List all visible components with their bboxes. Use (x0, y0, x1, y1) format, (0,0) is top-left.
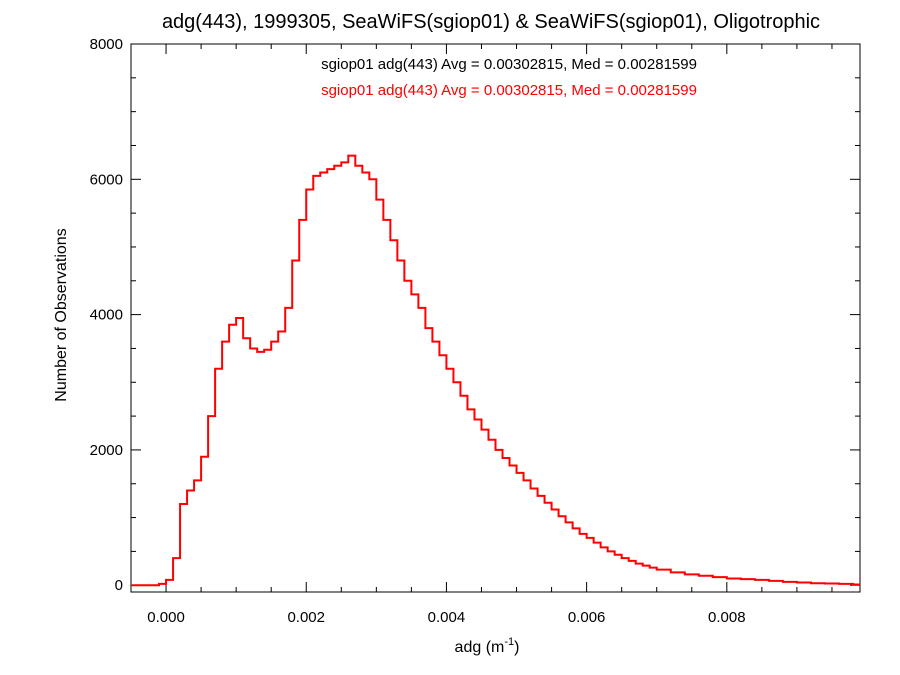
x-tick-label: 0.006 (568, 609, 606, 626)
x-tick-label: 0.000 (147, 609, 185, 626)
chart-title: adg(443), 1999305, SeaWiFS(sgiop01) & Se… (162, 11, 820, 33)
x-axis-label: adg (m-1) (455, 636, 520, 656)
y-axis-ticks: 0 2000 4000 6000 8000 (90, 36, 860, 594)
x-tick-label: 0.008 (708, 609, 746, 626)
series-line-1 (131, 154, 860, 587)
x-tick-label: 0.002 (287, 609, 325, 626)
annotation-black: sgiop01 adg(443) Avg = 0.00302815, Med =… (321, 56, 697, 73)
y-tick-label: 4000 (90, 307, 123, 324)
plot-frame (130, 43, 861, 593)
y-tick-label: 2000 (90, 442, 123, 459)
y-tick-label: 8000 (90, 36, 123, 53)
annotation-red: sgiop01 adg(443) Avg = 0.00302815, Med =… (321, 82, 697, 99)
x-axis-ticks: 0.000 0.002 0.004 0.006 0.008 (130, 44, 833, 626)
y-axis-label: Number of Observations (53, 228, 70, 401)
series-group (131, 154, 860, 587)
x-tick-label: 0.004 (428, 609, 466, 626)
y-tick-label: 6000 (90, 171, 123, 188)
y-tick-label: 0 (115, 577, 123, 594)
